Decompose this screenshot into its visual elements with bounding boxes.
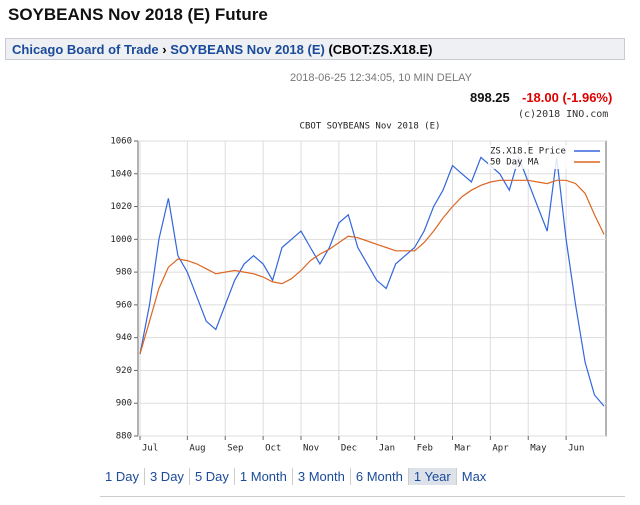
price-change: -18.00 (-1.96%) xyxy=(522,90,613,105)
x-tick-label: Jul xyxy=(142,444,158,454)
y-tick-label: 1020 xyxy=(110,202,132,212)
range-button[interactable]: 1 Month xyxy=(233,468,292,485)
timestamp: 2018-06-25 12:34:05, 10 MIN DELAY xyxy=(290,72,473,84)
range-selector: 1 Day 3 Day 5 Day 1 Month 3 Month 6 Month 1 Ye… xyxy=(100,468,491,485)
x-tick-label: Oct xyxy=(265,444,281,454)
symbol: (CBOT:ZS.X18.E) xyxy=(328,42,433,57)
copyright: (c)2018 INO.com xyxy=(518,109,609,120)
chart: CBOT SOYBEANS Nov 2018 (E) 880 900 920 940 9… xyxy=(110,122,607,454)
range-button[interactable]: 1 Year xyxy=(407,468,456,485)
y-tick-label: 940 xyxy=(116,333,132,343)
page-title: SOYBEANS Nov 2018 (E) Future xyxy=(8,5,268,24)
legend-box xyxy=(488,145,602,169)
legend-label: 50 Day MA xyxy=(490,158,539,168)
series-line xyxy=(139,179,605,355)
x-tick-label: Nov xyxy=(303,444,319,454)
divider xyxy=(100,496,625,497)
y-tick-label: 960 xyxy=(116,300,132,310)
x-tick-label: May xyxy=(530,444,547,454)
x-tick-label: Mar xyxy=(454,444,471,454)
exchange-link[interactable]: Chicago Board of Trade xyxy=(12,42,159,57)
range-button[interactable]: 1 Day xyxy=(105,469,139,484)
x-tick-label: Jun xyxy=(568,444,584,454)
range-button[interactable]: 6 Month xyxy=(349,468,408,485)
range-button[interactable]: 3 Day xyxy=(143,468,189,485)
x-tick-label: Sep xyxy=(227,444,243,454)
x-tick-label: Aug xyxy=(189,444,205,454)
y-tick-label: 920 xyxy=(116,366,132,376)
y-tick-label: 1060 xyxy=(110,137,132,147)
chart-title: CBOT SOYBEANS Nov 2018 (E) xyxy=(300,122,441,132)
breadcrumb: Chicago Board of Trade › SOYBEANS Nov 20… xyxy=(5,38,625,60)
series-line xyxy=(139,155,605,407)
y-tick-label: 900 xyxy=(116,399,132,409)
x-tick-label: Feb xyxy=(417,444,433,454)
y-tick-label: 1040 xyxy=(110,169,132,179)
plot-area xyxy=(137,140,607,437)
y-tick-label: 880 xyxy=(116,432,132,442)
x-tick-label: Dec xyxy=(341,444,357,454)
separator: › xyxy=(162,42,167,57)
legend-label: ZS.X18.E Price xyxy=(490,147,566,157)
contract-link[interactable]: SOYBEANS Nov 2018 (E) xyxy=(170,42,325,57)
range-button[interactable]: Max xyxy=(455,468,492,485)
x-tick-label: Jan xyxy=(379,444,395,454)
y-tick-label: 1000 xyxy=(110,235,132,245)
last-price: 898.25 xyxy=(470,90,510,105)
y-tick-label: 980 xyxy=(116,268,132,278)
range-button[interactable]: 3 Month xyxy=(291,468,350,485)
x-tick-label: Apr xyxy=(492,444,509,454)
range-button[interactable]: 5 Day xyxy=(188,468,234,485)
